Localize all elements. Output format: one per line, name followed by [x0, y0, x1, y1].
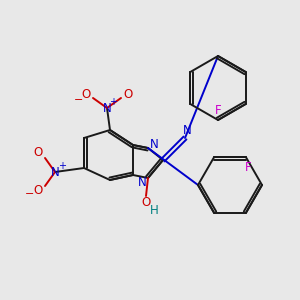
Text: +: + — [109, 97, 117, 107]
Text: N: N — [150, 139, 158, 152]
Text: N: N — [138, 176, 146, 190]
Text: F: F — [215, 104, 221, 118]
Text: N: N — [103, 101, 111, 115]
Text: O: O — [81, 88, 91, 101]
Text: H: H — [150, 203, 158, 217]
Text: F: F — [245, 161, 251, 174]
Text: −: − — [25, 189, 35, 199]
Text: +: + — [58, 161, 66, 171]
Text: O: O — [123, 88, 133, 101]
Text: O: O — [141, 196, 151, 208]
Text: N: N — [183, 124, 191, 137]
Text: N: N — [51, 166, 59, 178]
Text: −: − — [74, 95, 84, 105]
Text: O: O — [33, 146, 43, 160]
Text: O: O — [33, 184, 43, 197]
